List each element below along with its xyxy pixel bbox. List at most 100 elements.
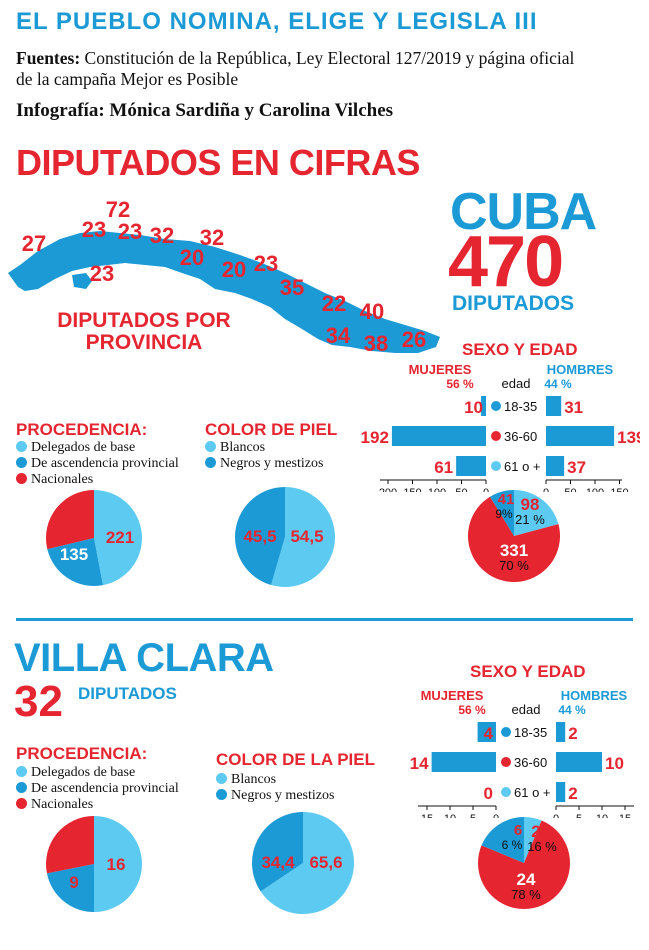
mujeres-label: MUJERES: [409, 362, 472, 377]
pie-label: 98: [521, 495, 540, 514]
page-title: EL PUEBLO NOMINA, ELIGE Y LEGISLA III: [16, 8, 538, 35]
pie-label: 7: [69, 833, 78, 852]
bar-value-hombres: 2: [568, 724, 577, 743]
bar-value-mujeres: 14: [410, 754, 429, 773]
pie-label: 34,4: [261, 853, 295, 872]
pie-label: 24: [517, 870, 536, 889]
province-value: 26: [402, 327, 426, 352]
legend-label: Delegados de base: [31, 440, 136, 455]
legend-swatch-blue: [216, 789, 227, 800]
cuba-island-shape: [8, 231, 440, 353]
legend-label: Negros y mestizos: [231, 788, 335, 803]
vc-procedencia-legend: Delegados de base De ascendencia provinc…: [16, 765, 179, 813]
pie-label: 70 %: [499, 558, 529, 573]
pie-slice: [271, 487, 335, 587]
legend-swatch-light-blue: [16, 441, 27, 452]
bar-hombres: [546, 456, 565, 476]
pie-label: 21 %: [515, 512, 545, 527]
legend-label: Nacionales: [31, 797, 94, 812]
pie-slice: [45, 490, 94, 550]
mujeres-pct: 56 %: [446, 377, 474, 391]
vc-color-legend: Blancos Negros y mestizos: [216, 772, 334, 804]
cuba-total-label: DIPUTADOS: [452, 292, 575, 315]
bar-value-mujeres: 4: [484, 724, 494, 743]
axis-tick-label: 200: [379, 487, 397, 492]
edad-label: edad: [512, 702, 541, 717]
axis-tick-label: 0: [553, 813, 559, 818]
pie-label: 41: [498, 491, 515, 508]
legend-label: Blancos: [231, 772, 277, 787]
legend-item: Nacionales: [16, 797, 179, 813]
axis-tick-label: 150: [403, 487, 421, 492]
axis-tick-label: 50: [564, 487, 576, 492]
province-value: 32: [200, 225, 224, 250]
bar-value-hombres: 31: [564, 398, 583, 417]
pie-label: 6: [514, 822, 522, 839]
bar-mujeres: [477, 722, 496, 742]
bar-hombres: [546, 396, 562, 416]
province-value: 27: [22, 231, 46, 256]
legend-item: Negros y mestizos: [216, 788, 334, 804]
bar-mujeres: [391, 426, 486, 446]
pie-slice: [514, 490, 559, 536]
pie-label: 16: [107, 855, 126, 874]
axis-tick-label: 0: [483, 487, 489, 492]
cuba-color-legend: Blancos Negros y mestizos: [205, 440, 323, 472]
legend-swatch-red: [16, 473, 27, 484]
axis-tick-label: 50: [455, 487, 467, 492]
bar-mujeres: [431, 752, 496, 772]
map-caption-line1: DIPUTADOS POR: [57, 309, 231, 332]
hombres-pct: 44 %: [558, 703, 586, 717]
legend-item: De ascendencia provincial: [16, 456, 179, 472]
credit-line: Infografía: Mónica Sardiña y Carolina Vi…: [16, 100, 394, 121]
axis-tick-label: 5: [576, 813, 582, 818]
pie-slice: [468, 496, 560, 582]
age-group-label: 36-60: [514, 755, 547, 770]
age-group-label: 36-60: [504, 429, 537, 444]
vc-procedencia-title: PROCEDENCIA:: [16, 744, 148, 763]
axis-tick-label: 150: [610, 487, 628, 492]
bar-value-hombres: 139: [617, 428, 640, 447]
vc-sexo-title: SEXO Y EDAD: [470, 662, 586, 681]
axis-tick-label: 0: [543, 487, 549, 492]
age-dot: [501, 787, 511, 797]
axis-tick-label: 10: [596, 813, 608, 818]
legend-item: Delegados de base: [16, 440, 179, 456]
legend-swatch-light-blue: [205, 441, 216, 452]
age-dot: [501, 727, 511, 737]
sources-note: Fuentes: Constitución de la República, L…: [16, 48, 576, 90]
vc-label: VILLA CLARA: [14, 636, 274, 680]
age-dot: [491, 461, 501, 471]
legend-item: Nacionales: [16, 472, 179, 488]
axis-tick-label: 10: [444, 813, 456, 818]
pie-slice: [94, 816, 142, 912]
map-caption-line2: PROVINCIA: [85, 331, 203, 354]
bar-hombres: [556, 722, 566, 742]
age-dot: [491, 431, 501, 441]
bar-mujeres: [456, 456, 486, 476]
pie-label: 331: [500, 541, 528, 560]
pie-label: 221: [106, 528, 134, 547]
section-title: DIPUTADOS EN CIFRAS: [16, 142, 420, 183]
pie-label: 114: [58, 511, 86, 530]
pie-slice: [490, 490, 514, 536]
legend-swatch-blue: [16, 457, 27, 468]
bar-value-mujeres: 192: [361, 428, 389, 447]
pie-slice: [94, 490, 143, 586]
province-value: 32: [150, 223, 174, 248]
legend-label: De ascendencia provincial: [31, 781, 179, 796]
cuba-procedencia-title: PROCEDENCIA:: [16, 420, 148, 439]
province-value: 40: [360, 299, 384, 324]
legend-swatch-red: [16, 798, 27, 809]
bar-value-hombres: 2: [568, 784, 577, 803]
pie-label: 65,6: [309, 853, 342, 872]
legend-item: Blancos: [205, 440, 323, 456]
pie-label: 45,5: [243, 527, 276, 546]
pie-label: 2: [531, 822, 540, 841]
pie-label: 6 %: [502, 838, 523, 852]
hombres-label: HOMBRES: [561, 688, 628, 703]
